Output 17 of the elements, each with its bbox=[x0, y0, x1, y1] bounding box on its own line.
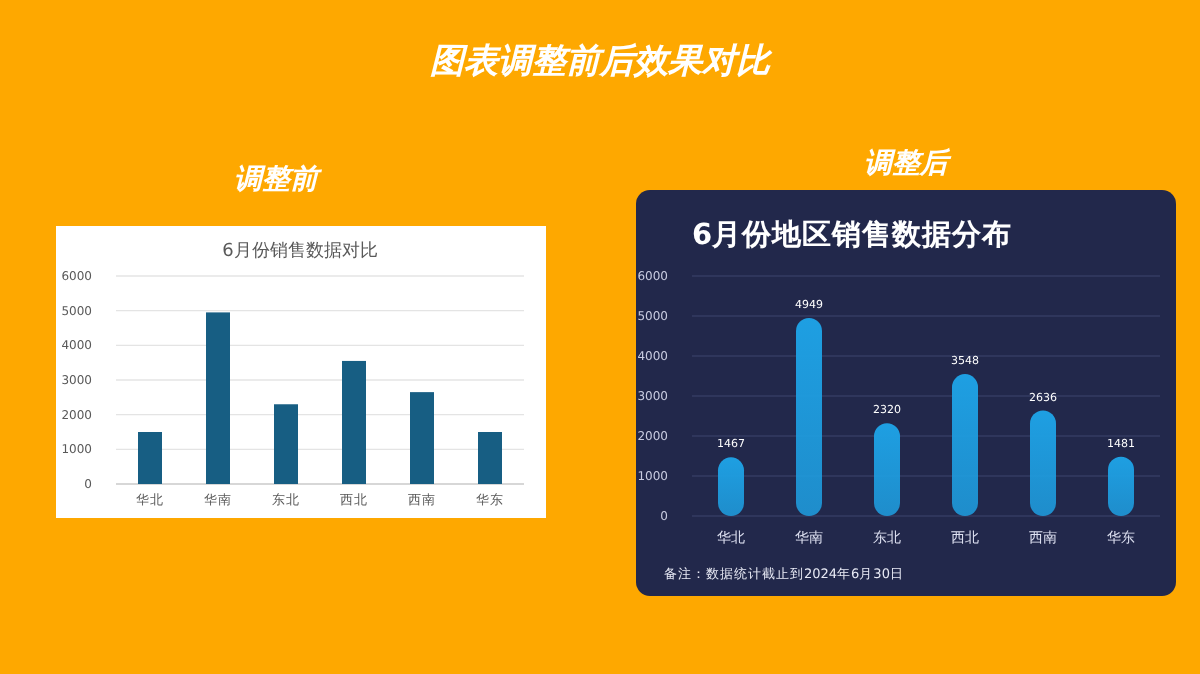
bar bbox=[410, 392, 434, 484]
bar bbox=[342, 360, 366, 484]
bar bbox=[478, 432, 502, 484]
bar bbox=[718, 457, 744, 516]
text: 调整前 bbox=[234, 164, 324, 196]
bar bbox=[952, 374, 978, 516]
bar bbox=[874, 423, 900, 516]
chart-title: 6月份地区销售数据分布 bbox=[692, 218, 1013, 252]
text: 调整后 bbox=[864, 146, 952, 180]
bar bbox=[206, 312, 230, 484]
bar bbox=[138, 432, 162, 484]
bar bbox=[1030, 410, 1056, 516]
chart-title: 6月份销售数据对比 bbox=[222, 240, 378, 262]
bar bbox=[796, 318, 822, 516]
bar bbox=[274, 404, 298, 484]
bar bbox=[1108, 456, 1134, 516]
text: 图表调整前后效果对比 bbox=[430, 42, 774, 82]
